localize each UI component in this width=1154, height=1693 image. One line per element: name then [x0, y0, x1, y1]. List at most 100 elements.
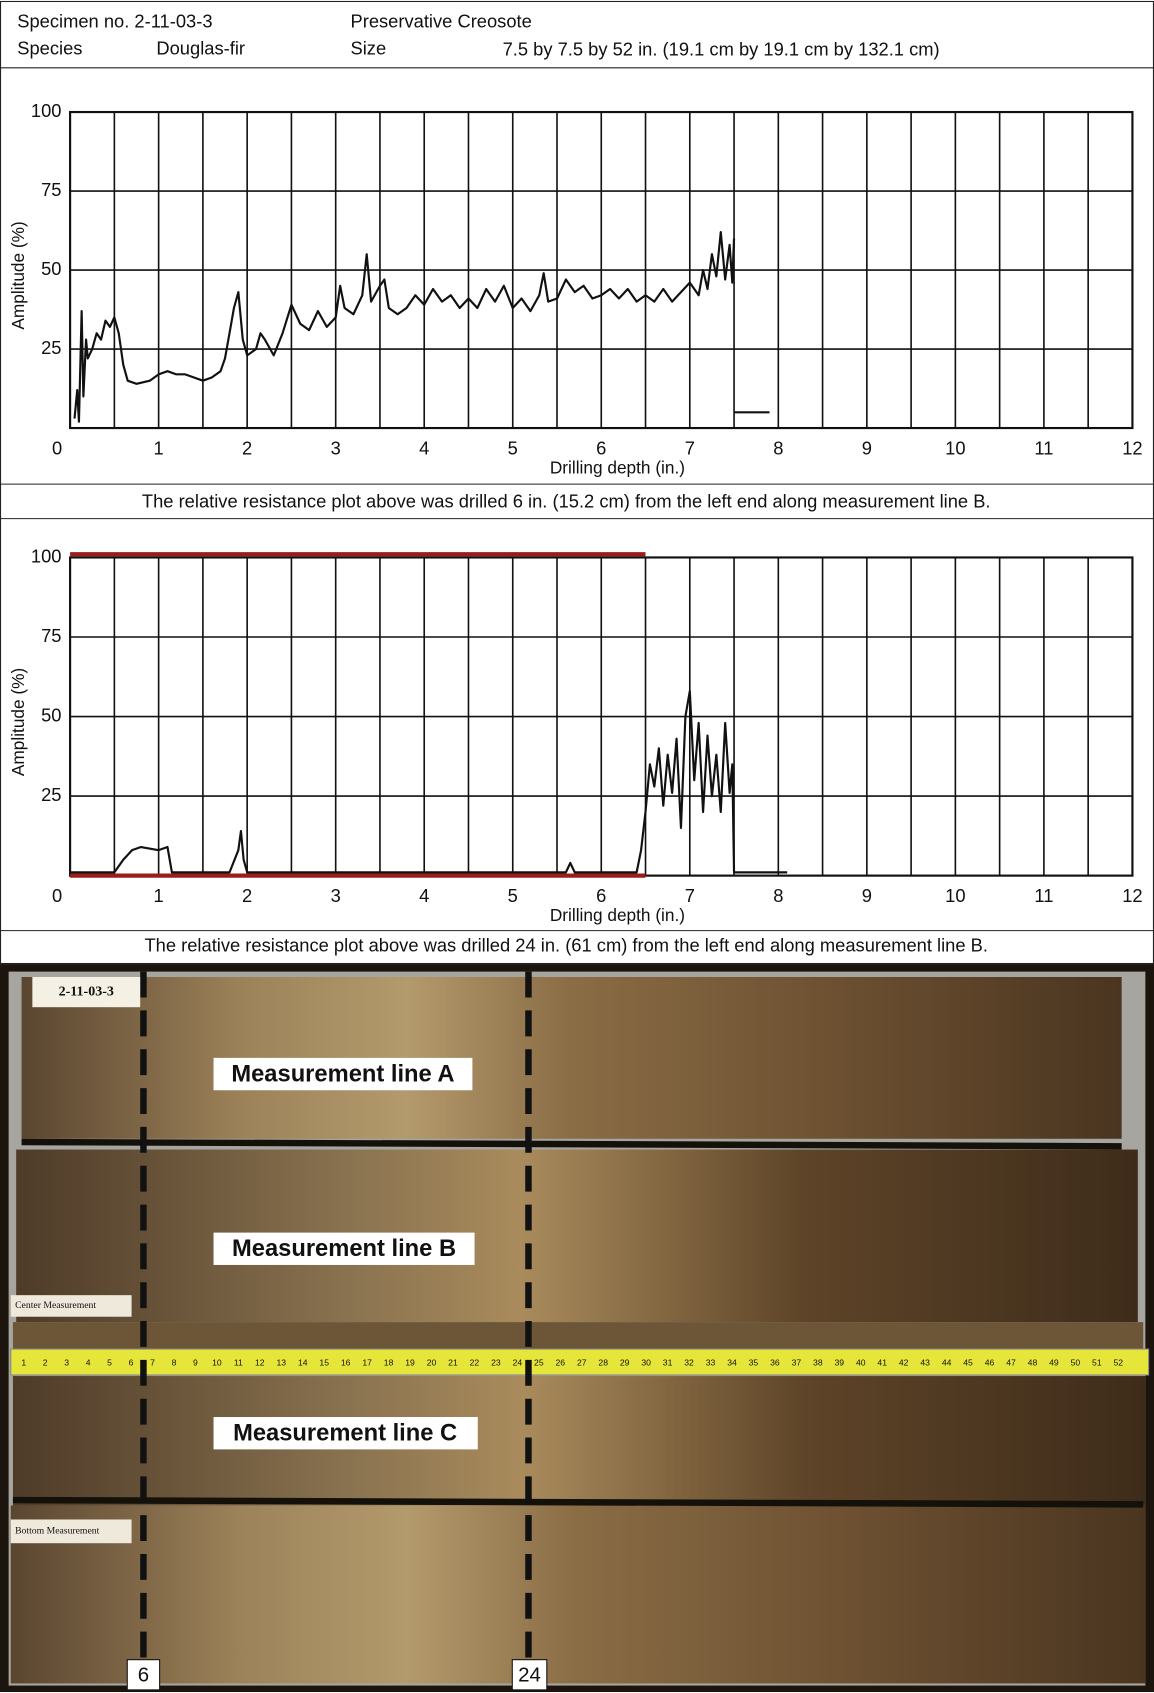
label: Measurement line C — [233, 1421, 457, 1447]
y-tick-label: 25 — [41, 337, 61, 358]
x-tick-label: 9 — [862, 437, 872, 458]
x-tick-label: 6 — [596, 437, 606, 458]
x-tick-label: 1 — [154, 437, 164, 458]
tape-number: 48 — [1028, 1357, 1038, 1367]
caption: The relative resistance plot above was d… — [142, 490, 991, 511]
page: Specimen no. 2-11-03-3 Species Douglas-f… — [0, 0, 1154, 1693]
x-tick-label: 0 — [52, 885, 62, 906]
tape-number: 12 — [255, 1357, 265, 1367]
x-tick-label: 3 — [331, 437, 341, 458]
size: 7.5 by 7.5 by 52 in. (19.1 cm by 19.1 cm… — [503, 38, 940, 59]
tape-number: 34 — [727, 1357, 737, 1367]
label: Bottom Measurement — [15, 1526, 100, 1537]
caption: The relative resistance plot above was d… — [144, 935, 988, 956]
tape-number: 43 — [920, 1357, 930, 1367]
gap — [22, 1142, 1122, 1146]
tape-number: 39 — [835, 1357, 845, 1367]
tape-number: 47 — [1006, 1357, 1016, 1367]
plank — [22, 977, 1122, 1139]
tape-number: 5 — [107, 1357, 112, 1367]
tape-number: 37 — [792, 1357, 802, 1367]
tape-number: 22 — [470, 1357, 480, 1367]
data-line — [70, 691, 787, 872]
tape-number: 14 — [298, 1357, 308, 1367]
label: Measurement line B — [232, 1236, 456, 1262]
tape-number: 4 — [86, 1357, 91, 1367]
data-line — [75, 232, 770, 422]
y-tick-label: 100 — [31, 545, 62, 566]
tape-number: 24 — [513, 1357, 523, 1367]
tape-number: 35 — [749, 1357, 759, 1367]
plank — [11, 1505, 1146, 1683]
gap — [13, 1500, 1143, 1504]
x-tick-label: 8 — [773, 437, 783, 458]
y-axis-title: Amplitude (%) — [8, 668, 28, 776]
tape-number: 21 — [448, 1357, 458, 1367]
header: Specimen no. 2-11-03-3 Species Douglas-f… — [0, 1, 1154, 963]
x-tick-label: 11 — [1034, 437, 1053, 458]
tape-number: 19 — [405, 1357, 415, 1367]
tape-number: 32 — [684, 1357, 694, 1367]
tape-number: 30 — [641, 1357, 651, 1367]
x-tick-label: 10 — [945, 437, 965, 458]
x-tick-label: 9 — [862, 885, 872, 906]
tape-number: 27 — [577, 1357, 587, 1367]
label: Measurement line A — [231, 1061, 454, 1087]
tape-number: 8 — [172, 1357, 177, 1367]
tape-number: 41 — [877, 1357, 887, 1367]
frame — [1, 1, 1154, 963]
label: Center Measurement — [15, 1300, 96, 1311]
x-tick-label: 12 — [1122, 437, 1142, 458]
tape-number: 23 — [491, 1357, 501, 1367]
label: 6 — [138, 1663, 149, 1686]
x-tick-label: 8 — [773, 885, 783, 906]
tape-number: 33 — [706, 1357, 716, 1367]
tape-number: 51 — [1092, 1357, 1102, 1367]
tape-number: 10 — [212, 1357, 222, 1367]
y-tick-label: 50 — [41, 704, 61, 725]
tape-number: 42 — [899, 1357, 909, 1367]
x-tick-label: 2 — [242, 885, 252, 906]
tape-number: 38 — [813, 1357, 823, 1367]
x-tick-label: 4 — [419, 437, 429, 458]
tape-number: 16 — [341, 1357, 351, 1367]
tape-number: 15 — [319, 1357, 329, 1367]
tape-number: 9 — [193, 1357, 198, 1367]
x-tick-label: 4 — [419, 885, 429, 906]
tape-number: 29 — [620, 1357, 630, 1367]
tape-number: 2 — [43, 1357, 48, 1367]
y-axis-title: Amplitude (%) — [8, 221, 28, 329]
x-tick-label: 7 — [685, 885, 695, 906]
x-tick-label: 0 — [52, 437, 62, 458]
x-tick-label: 2 — [242, 437, 252, 458]
y-tick-label: 25 — [41, 784, 61, 805]
tape-number: 49 — [1049, 1357, 1059, 1367]
x-axis-title: Drilling depth (in.) — [550, 905, 685, 925]
x-tick-label: 11 — [1034, 885, 1053, 906]
tape-number: 52 — [1114, 1357, 1124, 1367]
y-tick-label: 75 — [41, 625, 61, 646]
tape-number: 26 — [555, 1357, 565, 1367]
size-label: Size — [351, 37, 387, 58]
preservative: Preservative Creosote — [351, 10, 532, 31]
tape-number: 44 — [942, 1357, 952, 1367]
tape-number: 18 — [384, 1357, 394, 1367]
tape-number: 45 — [963, 1357, 973, 1367]
tape-number: 40 — [856, 1357, 866, 1367]
y-tick-label: 50 — [41, 258, 61, 279]
tape-number: 31 — [663, 1357, 673, 1367]
tape-number: 3 — [64, 1357, 69, 1367]
y-tick-label: 100 — [31, 100, 62, 121]
tag: 2-11-03-3 — [59, 984, 114, 999]
tape-number: 28 — [598, 1357, 608, 1367]
tape-number: 17 — [362, 1357, 372, 1367]
x-tick-label: 6 — [596, 885, 606, 906]
photo: 2-11-03-3 Measurement line A Measurement… — [0, 964, 1154, 1692]
tape-number: 50 — [1071, 1357, 1081, 1367]
x-tick-label: 10 — [945, 885, 965, 906]
species-label: Species — [17, 37, 82, 58]
tape-number: 25 — [534, 1357, 544, 1367]
tape-number: 36 — [770, 1357, 780, 1367]
tape-number: 13 — [276, 1357, 286, 1367]
label: 24 — [518, 1663, 541, 1686]
